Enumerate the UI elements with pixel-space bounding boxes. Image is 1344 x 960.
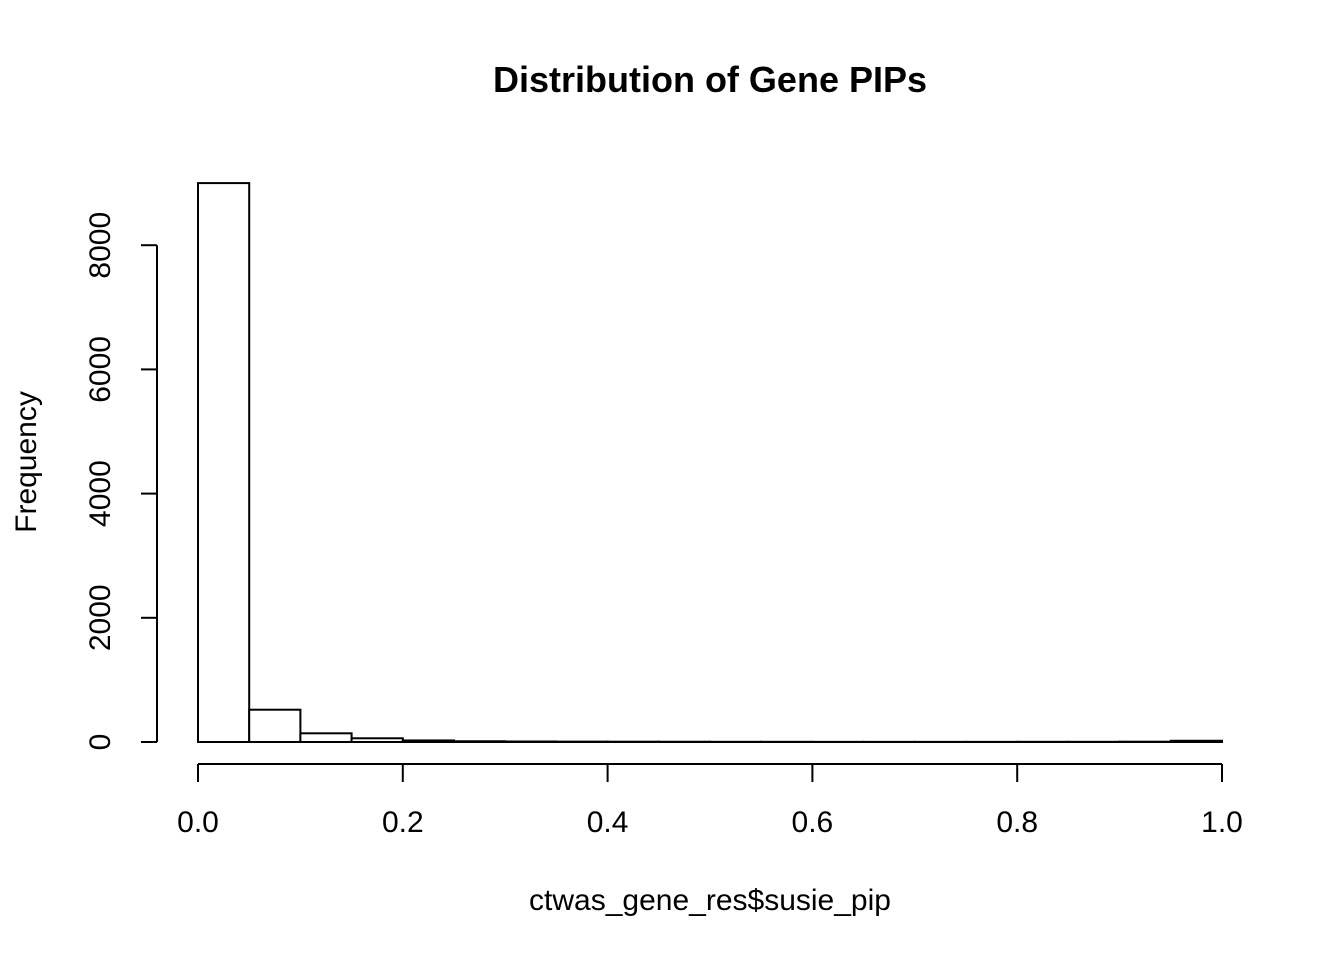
histogram-bar bbox=[401, 739, 455, 744]
histogram-bar bbox=[299, 732, 353, 744]
y-tick-label: 8000 bbox=[84, 212, 117, 279]
y-tick-label: 2000 bbox=[84, 584, 117, 651]
histogram-bar bbox=[350, 737, 404, 743]
y-tick-label: 4000 bbox=[84, 460, 117, 527]
x-tick-label: 1.0 bbox=[1201, 806, 1243, 839]
y-axis-label: Frequency bbox=[10, 391, 43, 533]
x-tick-label: 0.6 bbox=[792, 806, 834, 839]
y-tick-label: 6000 bbox=[84, 336, 117, 403]
histogram-bar bbox=[453, 740, 507, 744]
x-tick-label: 0.4 bbox=[587, 806, 629, 839]
x-tick-label: 0.2 bbox=[382, 806, 424, 839]
histogram-bar bbox=[197, 182, 251, 744]
x-axis: 0.0 0.2 0.4 0.6 0.8 1.0 bbox=[177, 763, 1243, 839]
y-axis: 0 2000 4000 6000 8000 bbox=[84, 212, 158, 751]
histogram-bars bbox=[197, 182, 1224, 744]
y-tick-label: 0 bbox=[84, 734, 117, 751]
x-tick-label: 0.0 bbox=[177, 806, 219, 839]
histogram-bar bbox=[1169, 739, 1224, 743]
histogram-bar bbox=[248, 708, 302, 744]
x-tick-label: 0.8 bbox=[996, 806, 1038, 839]
x-axis-label: ctwas_gene_res$susie_pip bbox=[529, 884, 891, 917]
chart-title: Distribution of Gene PIPs bbox=[493, 59, 927, 100]
